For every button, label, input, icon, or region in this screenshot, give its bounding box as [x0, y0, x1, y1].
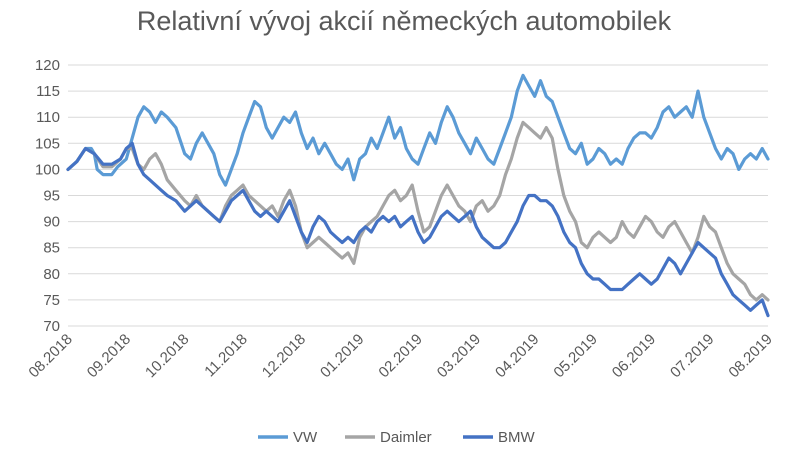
x-tick-label: 08.2018	[25, 331, 75, 381]
y-tick-label: 85	[43, 240, 60, 257]
x-tick-label: 05.2019	[550, 331, 600, 381]
series-lines	[66, 73, 770, 318]
series-line-daimler	[66, 120, 770, 302]
legend-label-vw: VW	[293, 429, 318, 446]
x-tick-label: 06.2019	[609, 331, 659, 381]
y-tick-label: 80	[43, 266, 60, 283]
series-line-vw	[66, 73, 770, 187]
x-tick-label: 04.2019	[492, 331, 542, 381]
y-tick-label: 75	[43, 292, 60, 309]
series-line-bmw	[66, 141, 770, 318]
x-tick-label: 08.2019	[725, 331, 775, 381]
x-tick-label: 12.2018	[259, 331, 309, 381]
x-tick-label: 11.2018	[201, 331, 251, 381]
grid-lines	[68, 64, 768, 327]
x-tick-label: 07.2019	[667, 331, 717, 381]
x-tick-label: 09.2018	[84, 331, 134, 381]
y-tick-label: 110	[36, 109, 60, 126]
y-tick-label: 95	[43, 188, 60, 205]
x-tick-label: 01.2019	[317, 331, 367, 381]
y-tick-label: 90	[43, 214, 60, 231]
legend-label-bmw: BMW	[498, 429, 536, 446]
y-tick-label: 70	[43, 318, 60, 335]
x-tick-label: 03.2019	[434, 331, 484, 381]
y-axis-ticks: 70 75 80 85 90 95 100 105 110 115 120	[35, 57, 60, 335]
legend-label-daimler: Daimler	[380, 429, 432, 446]
y-tick-label: 100	[35, 161, 60, 178]
chart-title: Relativní vývoj akcií německých automobi…	[137, 6, 672, 36]
legend: VW Daimler BMW	[258, 429, 536, 446]
y-tick-label: 105	[35, 135, 60, 152]
x-tick-label: 02.2019	[375, 331, 425, 381]
x-axis-ticks: 08.2018 09.2018 10.2018 11.2018 12.2018 01.20…	[25, 331, 775, 381]
y-tick-label: 115	[36, 83, 60, 100]
y-tick-label: 120	[35, 57, 60, 74]
x-tick-label: 10.2018	[142, 331, 192, 381]
